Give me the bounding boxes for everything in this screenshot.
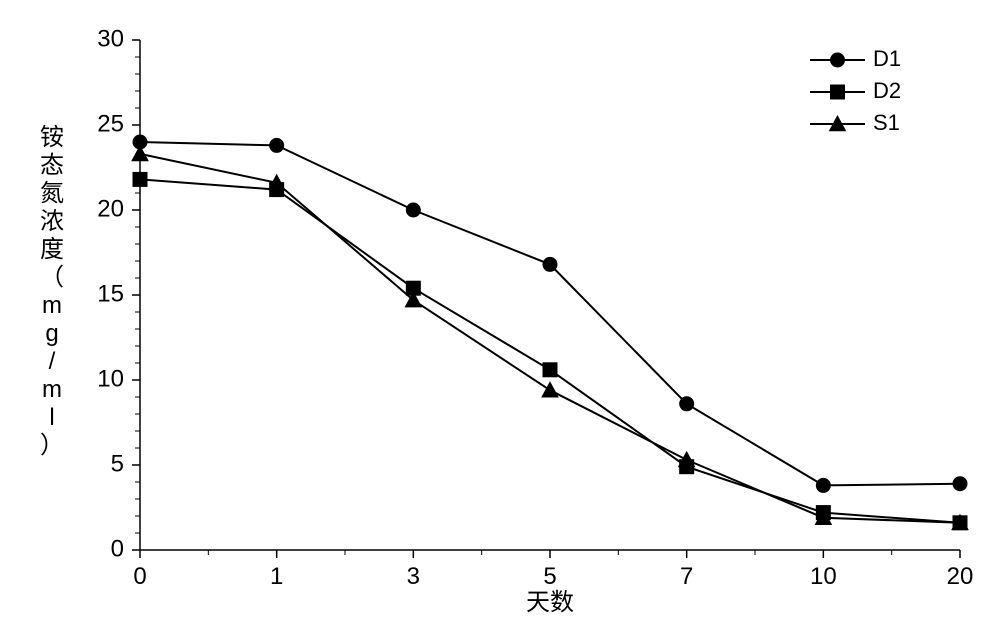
- y-tick-label: 15: [97, 280, 124, 307]
- y-tick-label: 25: [97, 110, 124, 137]
- x-tick-label: 5: [543, 563, 556, 590]
- y-tick-label: 5: [111, 450, 124, 477]
- legend-label: S1: [873, 110, 900, 135]
- svg-text:（: （: [40, 264, 64, 291]
- line-chart: 051015202530013571020天数铵态氮浓度（mg/ml）D1D2S…: [20, 20, 980, 616]
- svg-text:铵: 铵: [40, 124, 64, 151]
- x-tick-label: 7: [680, 563, 693, 590]
- svg-text:/: /: [49, 348, 56, 375]
- y-tick-label: 10: [97, 365, 124, 392]
- svg-text:m: m: [42, 376, 62, 403]
- svg-text:态: 态: [40, 152, 64, 179]
- y-tick-label: 30: [97, 25, 124, 52]
- y-tick-label: 0: [111, 535, 124, 562]
- x-tick-label: 20: [947, 563, 974, 590]
- legend-label: D2: [873, 78, 901, 103]
- svg-text:l: l: [49, 404, 54, 431]
- x-axis-label: 天数: [526, 589, 574, 616]
- x-tick-label: 3: [407, 563, 420, 590]
- svg-text:浓: 浓: [40, 208, 64, 235]
- x-tick-label: 10: [810, 563, 837, 590]
- svg-text:m: m: [42, 292, 62, 319]
- svg-text:g: g: [45, 320, 58, 347]
- y-tick-label: 20: [97, 195, 124, 222]
- x-tick-label: 1: [270, 563, 283, 590]
- x-tick-label: 0: [133, 563, 146, 590]
- legend-label: D1: [873, 46, 901, 71]
- svg-text:氮: 氮: [40, 180, 64, 207]
- svg-text:度: 度: [40, 236, 64, 263]
- chart-container: 051015202530013571020天数铵态氮浓度（mg/ml）D1D2S…: [20, 20, 980, 616]
- svg-text:）: ）: [40, 432, 64, 459]
